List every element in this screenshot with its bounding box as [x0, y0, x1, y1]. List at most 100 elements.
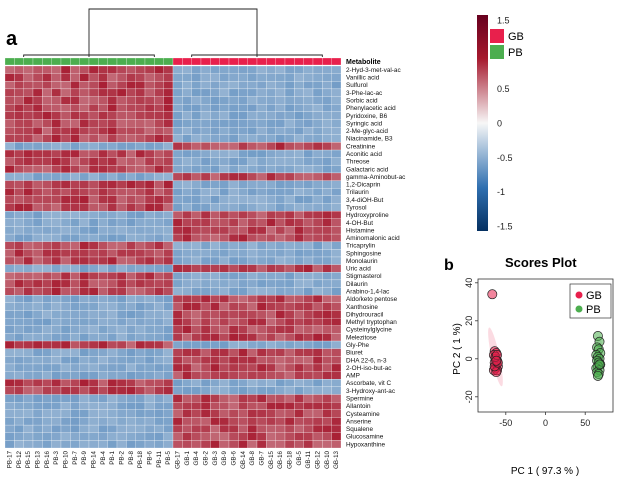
heatmap-cell	[107, 149, 118, 158]
heatmap-cell	[51, 272, 62, 281]
heatmap-cell	[135, 287, 146, 296]
metabolite-label: Melezitose	[346, 334, 377, 341]
heatmap-cell	[303, 279, 314, 288]
heatmap-cell	[163, 149, 174, 158]
heatmap-cell	[88, 149, 99, 158]
colorbar-tick-label: 1.5	[497, 16, 510, 26]
heatmap-cell	[135, 188, 146, 197]
heatmap-cell	[331, 172, 342, 181]
heatmap-cell	[228, 440, 239, 449]
heatmap-cell	[266, 295, 276, 303]
heatmap-cell	[312, 302, 323, 311]
heatmap-cell	[275, 218, 286, 227]
heatmap-cell	[144, 165, 155, 174]
heatmap-cell	[23, 356, 34, 365]
heatmap-cell	[116, 256, 127, 265]
heatmap-cell	[135, 386, 146, 395]
heatmap-cell	[331, 226, 342, 235]
heatmap-cell	[154, 386, 164, 395]
heatmap-cell	[70, 386, 80, 395]
heatmap-cell	[256, 149, 267, 158]
heatmap-cell	[107, 249, 118, 258]
heatmap-cell	[163, 432, 174, 441]
heatmap-cell	[182, 417, 192, 426]
heatmap-cell	[200, 188, 211, 197]
heatmap-cell	[256, 165, 267, 174]
heatmap-cell	[247, 126, 258, 135]
metabolite-label: Trilaurin	[346, 189, 369, 196]
heatmap-cell	[116, 264, 127, 273]
heatmap-cell	[172, 96, 183, 105]
heatmap-cell	[14, 333, 24, 342]
heatmap-cell	[275, 119, 286, 128]
heatmap-cell	[154, 256, 164, 265]
heatmap-cell	[284, 256, 295, 265]
metabolite-label: 1,2-Dicaprin	[346, 182, 381, 189]
heatmap-cell	[200, 203, 211, 212]
metabolite-label: Allantoin	[346, 403, 371, 410]
heatmap-cell	[4, 165, 15, 174]
heatmap-cell	[303, 440, 314, 449]
heatmap-cell	[238, 402, 248, 410]
heatmap-cell	[163, 256, 174, 265]
heatmap-cell	[70, 195, 80, 204]
heatmap-cell	[275, 279, 286, 288]
heatmap-cell	[322, 73, 332, 82]
heatmap-cell	[303, 256, 314, 265]
heatmap-cell	[60, 249, 71, 258]
heatmap-cell	[70, 317, 80, 326]
heatmap-cell	[154, 73, 164, 82]
heatmap-cell	[172, 165, 183, 174]
heatmap-cell	[116, 417, 127, 426]
heatmap-cell	[247, 165, 258, 174]
heatmap-cell	[182, 279, 192, 288]
annotation-cell	[322, 57, 332, 66]
heatmap-cell	[98, 134, 108, 143]
heatmap-cell	[172, 363, 183, 372]
heatmap-cell	[70, 126, 80, 135]
heatmap-cell	[135, 81, 146, 90]
heatmap-cell	[163, 188, 174, 197]
heatmap-cell	[32, 256, 43, 265]
heatmap-cell	[51, 180, 62, 189]
heatmap-cell	[172, 440, 183, 449]
heatmap-cell	[42, 142, 52, 151]
heatmap-cell	[210, 417, 220, 426]
heatmap-cell	[266, 88, 276, 97]
heatmap-cell	[322, 165, 332, 174]
heatmap-cell	[154, 424, 164, 433]
heatmap-cell	[42, 264, 52, 273]
heatmap-cell	[182, 272, 192, 281]
annotation-cell	[79, 57, 90, 66]
heatmap-cell	[79, 180, 90, 189]
heatmap-cell	[60, 233, 71, 242]
heatmap-cell	[14, 386, 24, 395]
heatmap-cell	[98, 340, 108, 349]
heatmap-cell	[228, 279, 239, 288]
heatmap-cell	[60, 295, 71, 303]
metabolite-label: Stigmasterol	[346, 273, 382, 280]
heatmap-cell	[23, 88, 34, 97]
heatmap-cell	[191, 333, 202, 342]
heatmap-cell	[88, 157, 99, 166]
heatmap-cell	[191, 96, 202, 105]
heatmap-cell	[154, 279, 164, 288]
heatmap-cell	[88, 417, 99, 426]
heatmap-cell	[303, 188, 314, 197]
heatmap-cell	[144, 81, 155, 90]
sample-label: GB-14	[240, 450, 247, 468]
heatmap-cells	[4, 65, 342, 449]
heatmap-cell	[284, 333, 295, 342]
heatmap-cell	[182, 157, 192, 166]
heatmap-cell	[163, 157, 174, 166]
heatmap-cell	[182, 402, 192, 410]
heatmap-cell	[135, 211, 146, 219]
heatmap-cell	[135, 310, 146, 319]
heatmap-cell	[14, 356, 24, 365]
heatmap-cell	[126, 211, 136, 219]
heatmap-cell	[191, 188, 202, 197]
heatmap-cell	[210, 249, 220, 258]
heatmap-cell	[88, 65, 99, 74]
heatmap-cell	[32, 134, 43, 143]
heatmap-cell	[219, 180, 230, 189]
